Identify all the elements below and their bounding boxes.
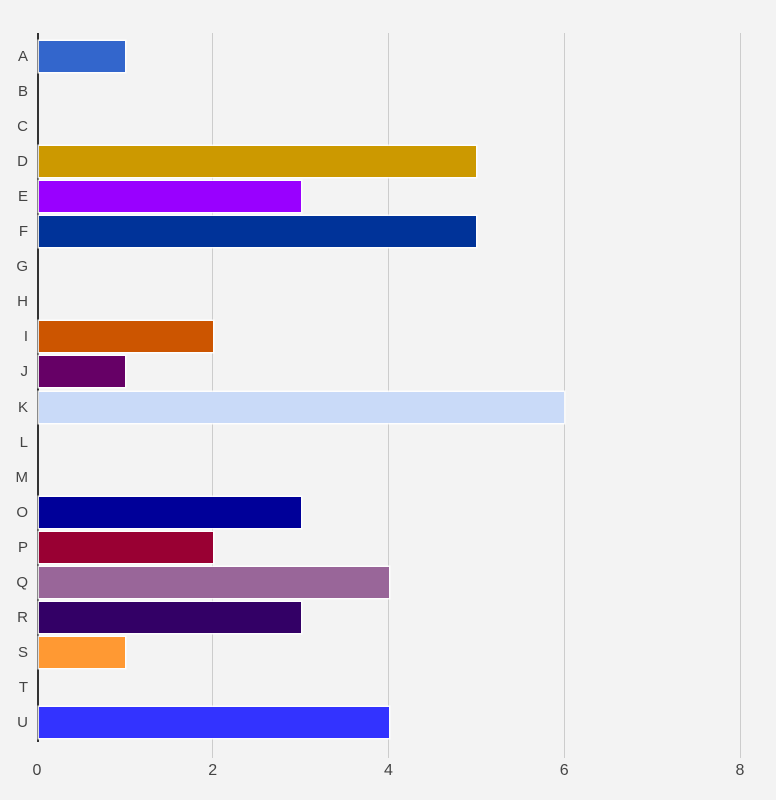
y-axis-category-label: M: [15, 468, 29, 486]
bar-o[interactable]: [39, 496, 301, 528]
bar-q[interactable]: [39, 567, 389, 599]
bar-u[interactable]: [39, 707, 389, 739]
y-axis-category-label: R: [17, 609, 28, 627]
bar-i[interactable]: [39, 321, 213, 353]
y-axis-category-label: K: [17, 398, 28, 416]
x-axis-tick-label: 2: [208, 762, 218, 779]
y-axis-category-label: J: [20, 363, 29, 381]
y-axis-category-label: P: [17, 538, 28, 556]
y-axis-category-label: S: [17, 644, 28, 662]
bar-j[interactable]: [39, 356, 125, 388]
x-axis-tick-label: 0: [32, 762, 42, 779]
y-axis-category-label: C: [17, 117, 28, 135]
y-axis-category-label: D: [17, 152, 28, 170]
bar-a[interactable]: [39, 40, 125, 72]
y-axis-category-label: I: [23, 328, 28, 346]
y-axis-category-label: L: [19, 433, 28, 451]
bar-f[interactable]: [39, 216, 477, 248]
gridline: [739, 33, 741, 758]
y-axis-line: [37, 33, 39, 742]
y-axis-category-label: Q: [16, 574, 28, 592]
bar-d[interactable]: [39, 145, 477, 177]
bar-e[interactable]: [39, 180, 301, 212]
y-axis-category-label: H: [17, 293, 28, 311]
y-axis-category-label: A: [17, 47, 28, 65]
x-axis-tick-label: 6: [559, 762, 569, 779]
x-axis-tick-label: 8: [735, 762, 745, 779]
bar-p[interactable]: [39, 531, 213, 563]
y-axis-category-label: O: [16, 503, 28, 521]
y-axis-category-label: G: [16, 258, 28, 276]
y-axis-category-label: U: [17, 714, 28, 732]
gridline: [563, 33, 565, 758]
y-axis-category-label: T: [18, 679, 28, 697]
y-axis-category-label: B: [17, 82, 28, 100]
y-axis-category-label: E: [17, 187, 28, 205]
x-axis-tick-label: 4: [384, 762, 393, 779]
bar-k[interactable]: [39, 391, 565, 423]
bar-r[interactable]: [39, 602, 301, 634]
y-axis-category-label: F: [18, 223, 28, 241]
bar-s[interactable]: [39, 637, 125, 669]
